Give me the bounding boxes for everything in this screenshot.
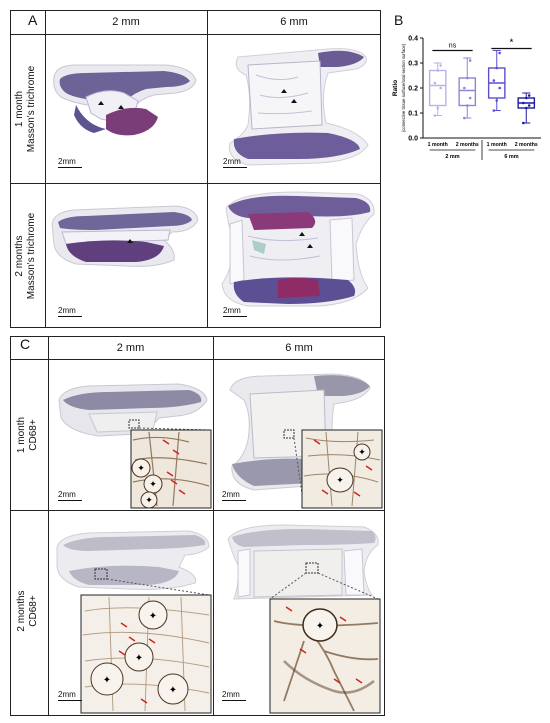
data-point [495, 99, 499, 102]
x-tick-label: 2 months [456, 142, 479, 148]
data-point [495, 66, 499, 70]
svg-text:✦: ✦ [135, 653, 143, 664]
data-point [492, 109, 496, 112]
svg-text:✦: ✦ [137, 463, 145, 473]
panel-a-scale-bar-2: 2mm [223, 157, 247, 168]
data-point [498, 86, 501, 90]
inset-c-1month-6mm: ✦ ✦ [301, 429, 383, 509]
svg-text:✦: ✦ [149, 611, 157, 622]
svg-text:✦: ✦ [169, 685, 177, 696]
data-point [527, 104, 531, 107]
histology-a-1month-2mm [53, 64, 197, 136]
histology-c-1month-6mm: ✦ ✦ [229, 373, 383, 509]
histology-c-2months-2mm: ✦ ✦ ✦ ✦ [56, 530, 212, 714]
panel-a-grid [10, 10, 381, 328]
panel-c-header-6mm: 6 mm [285, 342, 313, 354]
svg-text:✦: ✦ [358, 447, 366, 457]
chart-ylabel: Ratio [392, 80, 399, 96]
histology-c-2months-6mm: ✦ [227, 524, 381, 714]
data-point [468, 59, 472, 62]
data-point [522, 121, 525, 125]
inset-c-2months-6mm: ✦ [269, 598, 381, 714]
box [428, 69, 447, 107]
box-plot-chart: Ratio (connective tissue surface/total s… [392, 36, 541, 160]
panel-c-row1-label: 1 month CD68+ [16, 416, 39, 454]
panel-a-label: A [28, 12, 38, 28]
x-tick-label: 2 months [515, 142, 538, 148]
panel-c-scale-bar-3: 2mm [58, 690, 82, 701]
group-label: 2 mm [445, 154, 459, 160]
panel-a-header-2mm: 2 mm [112, 16, 140, 28]
data-point [492, 79, 496, 82]
panel-c-row2-label: 2 months CD68+ [16, 590, 39, 632]
panel-c-header-2mm: 2 mm [116, 342, 145, 354]
data-point [439, 64, 442, 67]
box [458, 77, 477, 107]
x-tick-label: 1 month [428, 142, 448, 148]
chart-ylabel-sub: (connective tissue surface/total section… [401, 43, 406, 132]
data-point [524, 96, 528, 100]
y-tick-label: 0.3 [408, 61, 418, 68]
data-point [468, 96, 472, 100]
panel-c-scale-bar-2: 2mm [222, 490, 246, 501]
panel-a-scale-bar-3: 2mm [58, 306, 82, 317]
inset-c-1month-2mm: ✦ ✦ ✦ [130, 429, 212, 509]
panel-b-label: B [394, 12, 404, 28]
data-point [498, 51, 501, 55]
y-tick-label: 0.0 [408, 136, 418, 143]
y-tick-label: 0.4 [408, 36, 418, 43]
panel-a-scale-bar-4: 2mm [223, 306, 247, 317]
histology-a-2months-6mm [221, 191, 375, 307]
data-point [465, 76, 469, 80]
panel-a-row2-label: 2 months Masson's trichrome [14, 212, 37, 300]
data-point [433, 81, 437, 85]
panel-c-grid [10, 336, 385, 716]
data-point [527, 94, 531, 97]
svg-text:✦: ✦ [336, 475, 344, 485]
data-point [522, 101, 525, 105]
panel-a-scale-bar-1: 2mm [58, 157, 82, 168]
svg-text:✦: ✦ [149, 479, 157, 489]
histology-a-2months-2mm [51, 205, 199, 267]
histology-c-1month-2mm: ✦ ✦ ✦ [58, 383, 212, 509]
panel-a-header-6mm: 6 mm [280, 16, 308, 28]
svg-text:✦: ✦ [103, 675, 111, 686]
x-tick-label: 1 month [487, 142, 507, 148]
panel-a-row1-label: 1 month Masson's trichrome [14, 65, 37, 153]
group-label: 6 mm [504, 154, 518, 160]
y-tick-label: 0.2 [408, 86, 418, 93]
significance-label: * [510, 38, 514, 49]
svg-text:✦: ✦ [145, 495, 153, 505]
data-point [463, 116, 466, 120]
y-tick-label: 0.1 [408, 111, 418, 118]
data-point [433, 114, 437, 117]
histology-a-1month-6mm [228, 48, 369, 166]
data-point [436, 69, 440, 72]
inset-c-2months-2mm: ✦ ✦ ✦ ✦ [80, 594, 212, 714]
data-point [465, 104, 469, 107]
data-point [436, 106, 440, 110]
data-point [463, 86, 466, 90]
significance-label: ns [449, 43, 457, 50]
panel-c-label: C [20, 336, 31, 352]
panel-c-scale-bar-4: 2mm [222, 690, 246, 701]
svg-text:✦: ✦ [316, 621, 324, 632]
panel-c-scale-bar-1: 2mm [58, 490, 82, 501]
data-point [439, 86, 442, 90]
data-point [524, 106, 528, 110]
